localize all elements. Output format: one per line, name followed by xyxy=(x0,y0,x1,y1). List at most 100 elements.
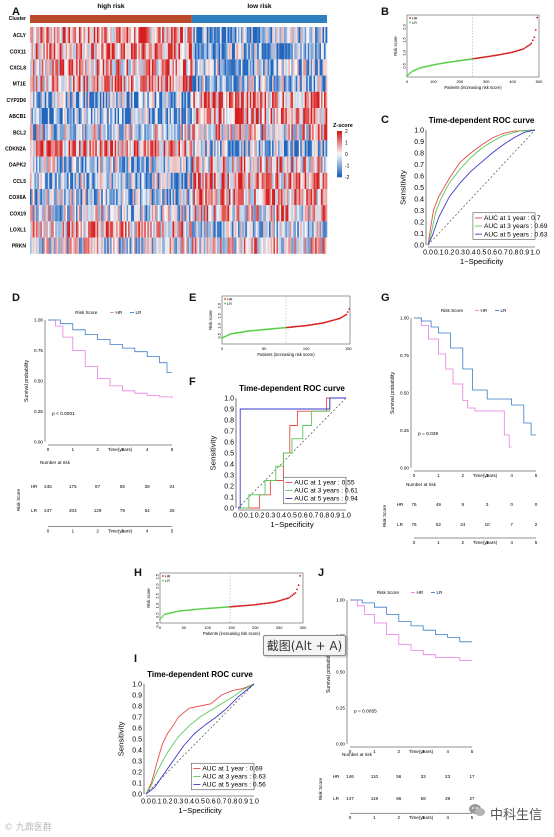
heatmap-cell xyxy=(120,140,123,157)
heatmap-cell xyxy=(95,108,98,125)
chart-title: Time-dependent ROC curve xyxy=(147,670,253,679)
data-point xyxy=(199,608,202,610)
data-point xyxy=(344,314,346,317)
heatmap-cell xyxy=(108,172,111,189)
heatmap-cell xyxy=(200,156,203,173)
heatmap-cell xyxy=(89,237,92,254)
heatmap-cell xyxy=(260,189,262,206)
heatmap-cell xyxy=(258,189,261,206)
heatmap-cell xyxy=(240,140,243,157)
heatmap-cell xyxy=(89,108,92,125)
legend-title: Risk Score xyxy=(75,310,98,315)
heatmap-cell xyxy=(172,91,175,108)
heatmap-cell xyxy=(142,91,145,108)
heatmap-cell xyxy=(283,205,286,222)
heatmap-cell xyxy=(108,221,111,238)
heatmap-cell xyxy=(294,221,297,238)
heatmap-cell xyxy=(324,205,326,222)
heatmap-cell xyxy=(177,27,179,44)
y-tick: 0.6 xyxy=(132,725,142,732)
data-point xyxy=(448,61,450,64)
heatmap-cell xyxy=(188,221,191,238)
heatmap-cell xyxy=(312,91,314,108)
heatmap-cell xyxy=(239,43,242,60)
heatmap-cell xyxy=(217,27,219,44)
heatmap-cell xyxy=(237,91,240,108)
y-tick: 0.2 xyxy=(224,483,234,490)
legend-swatch xyxy=(337,151,342,155)
risk-value: 76 xyxy=(411,502,417,507)
heatmap-cell xyxy=(254,91,257,108)
heatmap-cell xyxy=(68,140,71,157)
heatmap-cell xyxy=(193,59,196,76)
risk-x-label: Time(years) xyxy=(473,540,498,545)
data-point xyxy=(180,609,183,612)
data-point xyxy=(497,54,500,56)
heatmap-cell xyxy=(174,221,176,238)
heatmap-cell xyxy=(206,75,209,92)
heatmap-cell xyxy=(153,172,156,189)
heatmap-cell xyxy=(67,172,69,189)
heatmap-cell xyxy=(107,124,110,141)
heatmap-cell xyxy=(191,156,194,173)
data-point xyxy=(407,73,410,76)
heatmap-cell xyxy=(114,124,117,141)
heatmap-cell xyxy=(315,43,317,60)
heatmap-cell xyxy=(270,156,273,173)
heatmap-cell xyxy=(220,172,222,189)
heatmap-cell xyxy=(298,75,301,92)
heatmap-cell xyxy=(58,124,61,141)
heatmap-cell xyxy=(276,189,279,206)
heatmap-cell xyxy=(242,124,245,141)
heatmap-cell xyxy=(245,43,248,60)
heatmap-cell xyxy=(160,75,163,92)
data-point xyxy=(267,328,270,331)
heatmap-cell xyxy=(90,75,93,92)
heatmap-cell xyxy=(157,124,160,141)
heatmap-cell xyxy=(223,124,225,141)
heatmap-cell xyxy=(151,43,154,60)
risk-x-label: Time(years) xyxy=(409,815,434,820)
heatmap-cell xyxy=(154,27,157,44)
heatmap-cell xyxy=(123,108,126,125)
heatmap-cell xyxy=(177,221,179,238)
heatmap-cell xyxy=(145,172,148,189)
heatmap-cell xyxy=(133,221,136,238)
data-point xyxy=(168,612,171,615)
data-point xyxy=(471,58,473,60)
heatmap-cell xyxy=(257,59,259,76)
risk-value: 110 xyxy=(371,774,379,779)
heatmap-cell xyxy=(46,140,49,157)
heatmap-cell xyxy=(128,43,130,60)
heatmap-cell xyxy=(110,156,112,173)
heatmap-cell xyxy=(62,75,65,92)
heatmap-cell xyxy=(120,91,123,108)
heatmap-cell xyxy=(165,59,167,76)
data-point xyxy=(324,321,327,324)
heatmap-cell xyxy=(34,156,37,173)
heatmap-cell xyxy=(275,27,277,44)
heatmap-cell xyxy=(285,189,288,206)
data-point xyxy=(530,42,533,45)
legend-label: HR xyxy=(116,310,123,315)
heatmap-cell xyxy=(151,75,154,92)
screenshot-hint-button[interactable]: 截图(Alt + A) xyxy=(263,635,346,656)
heatmap-cell xyxy=(307,172,310,189)
heatmap-cell xyxy=(101,108,104,125)
data-point xyxy=(194,608,197,611)
heatmap-cell xyxy=(316,221,319,238)
heatmap-cell xyxy=(113,91,115,108)
heatmap-cell xyxy=(105,237,108,254)
heatmap-cell xyxy=(50,172,53,189)
heatmap-cell xyxy=(234,75,237,92)
heatmap-cell xyxy=(248,27,251,44)
heatmap-cell xyxy=(96,221,99,238)
heatmap-cell xyxy=(117,172,120,189)
heatmap-cell xyxy=(77,140,80,157)
heatmap-cell xyxy=(71,27,74,44)
heatmap-cell xyxy=(165,91,167,108)
heatmap-cell xyxy=(307,27,310,44)
legend-label: AUC at 5 years : 0.63 xyxy=(484,231,548,238)
heatmap-cell xyxy=(117,27,120,44)
heatmap-cell xyxy=(280,27,283,44)
